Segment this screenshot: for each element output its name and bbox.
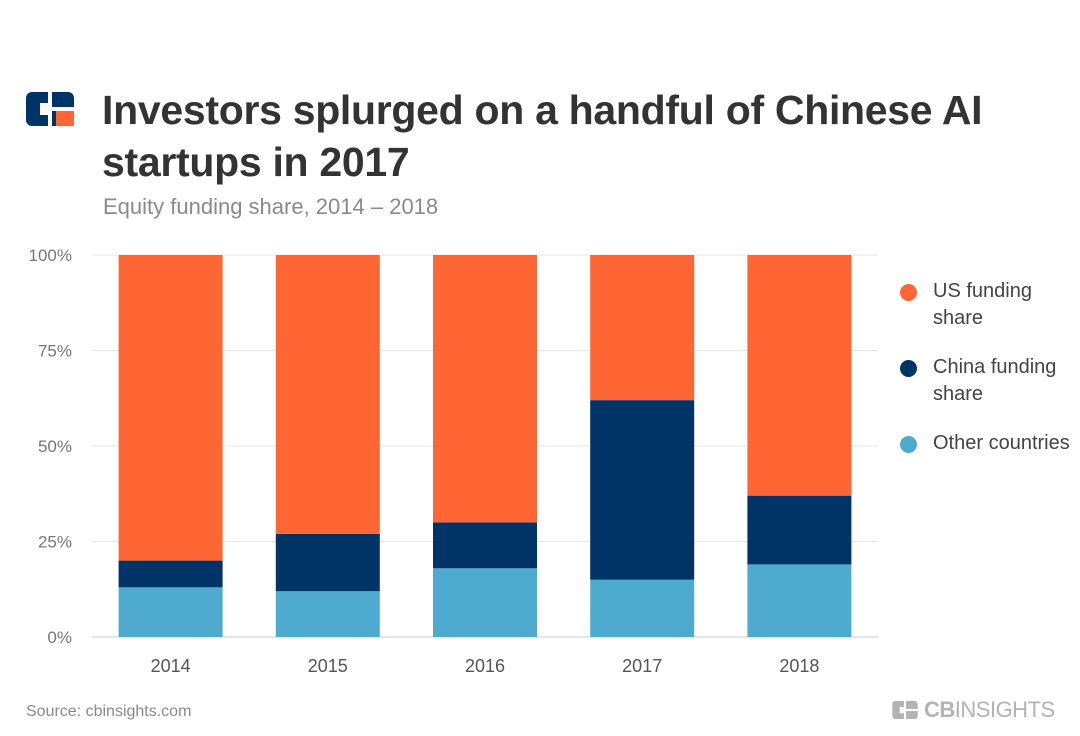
y-tick-label-0: 0% xyxy=(47,628,72,647)
bar-2015-us xyxy=(275,255,380,534)
legend-swatch-china xyxy=(900,360,917,377)
legend-item-china: China funding share xyxy=(900,354,1070,408)
chart-subtitle: Equity funding share, 2014 – 2018 xyxy=(103,194,439,219)
x-tick-label-2015: 2015 xyxy=(308,656,348,676)
bar-2017-other xyxy=(590,579,695,637)
legend-item-other: Other countries xyxy=(900,430,1070,457)
chart-legend: US funding share China funding share Oth… xyxy=(900,278,1070,479)
bar-2015-china xyxy=(275,533,380,592)
bar-2014-other xyxy=(118,587,223,637)
bar-2016-china xyxy=(433,522,537,569)
chart-title: Investors splurged on a handful of Chine… xyxy=(102,87,983,185)
brand-rest: INSIGHTS xyxy=(954,697,1055,722)
bar-2017-us xyxy=(590,255,695,401)
bar-2018-us xyxy=(747,255,852,496)
brand-bold: CB xyxy=(924,697,955,722)
legend-swatch-other xyxy=(900,436,917,453)
cb-insights-brand-icon xyxy=(892,701,918,719)
bar-2014-us xyxy=(118,255,223,561)
bar-2018-china xyxy=(747,495,852,565)
bar-2015-other xyxy=(275,591,380,637)
x-tick-label-2016: 2016 xyxy=(465,656,505,676)
legend-item-us: US funding share xyxy=(900,278,1070,332)
bar-2014-china xyxy=(118,560,223,588)
cb-insights-logo xyxy=(26,92,74,126)
bar-2016-us xyxy=(433,255,537,523)
source-note: Source: cbinsights.com xyxy=(26,703,192,720)
cb-insights-wordmark: CBINSIGHTS xyxy=(924,697,1055,723)
y-tick-label-25: 25% xyxy=(38,533,72,552)
bar-2018-other xyxy=(747,564,852,637)
bar-2017-china xyxy=(590,400,695,580)
legend-label-us: US funding share xyxy=(933,280,1032,329)
legend-swatch-us xyxy=(900,284,917,301)
bar-2016-other xyxy=(433,568,537,637)
x-tick-label-2017: 2017 xyxy=(622,656,662,676)
y-tick-label-100: 100% xyxy=(29,246,72,265)
cb-insights-brand: CBINSIGHTS xyxy=(892,697,1055,723)
legend-label-other: Other countries xyxy=(933,432,1070,454)
x-tick-label-2018: 2018 xyxy=(779,656,819,676)
y-tick-label-50: 50% xyxy=(38,437,72,456)
legend-label-china: China funding share xyxy=(933,356,1057,405)
x-tick-label-2014: 2014 xyxy=(151,656,191,676)
y-tick-label-75: 75% xyxy=(38,342,72,361)
